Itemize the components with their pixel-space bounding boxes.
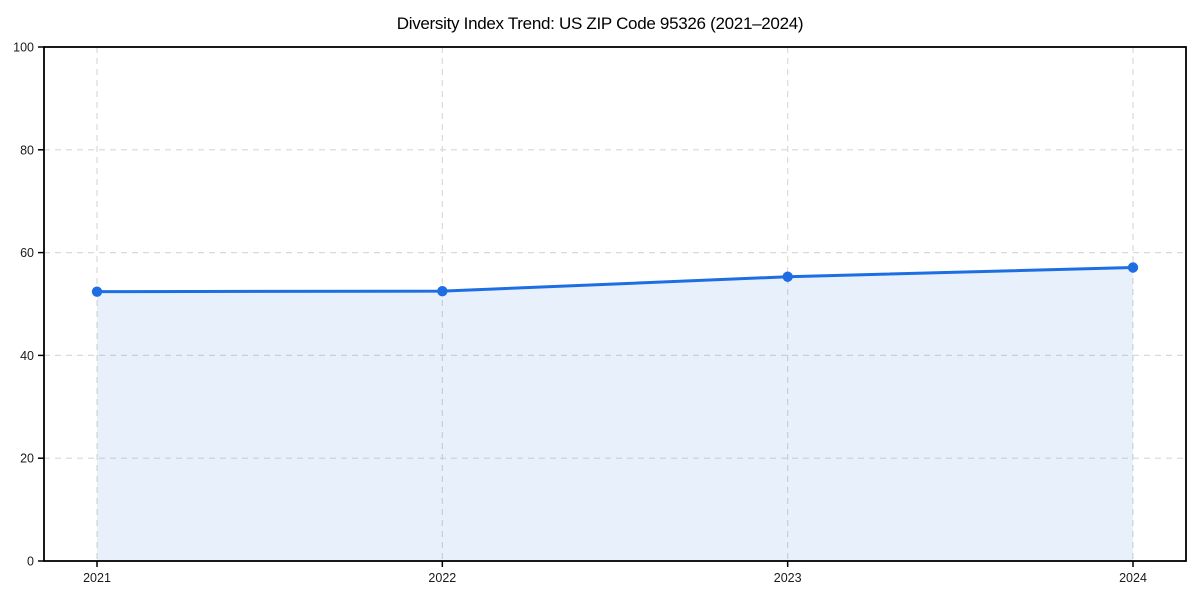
- x-tick-label: 2024: [1119, 571, 1147, 585]
- y-tick-label: 80: [20, 143, 34, 157]
- plot-frame: [43, 46, 1187, 562]
- x-tick-label: 2023: [774, 571, 802, 585]
- y-tick-label: 60: [20, 246, 34, 260]
- chart-title: Diversity Index Trend: US ZIP Code 95326…: [396, 14, 804, 33]
- trend-line: [95, 266, 1135, 294]
- y-tick-label: 0: [27, 555, 34, 569]
- data-point-2023: [782, 271, 793, 282]
- data-point-2021: [91, 286, 103, 297]
- y-tick-label: 100: [13, 41, 34, 55]
- x-tick-label: 2021: [83, 571, 111, 585]
- x-tick-label: 2022: [428, 571, 456, 585]
- data-point-2022: [437, 285, 448, 297]
- y-tick-label: 40: [20, 349, 34, 363]
- data-point-2024: [1127, 262, 1139, 273]
- y-tick-label: 20: [20, 452, 34, 466]
- area-fill: [97, 267, 1133, 561]
